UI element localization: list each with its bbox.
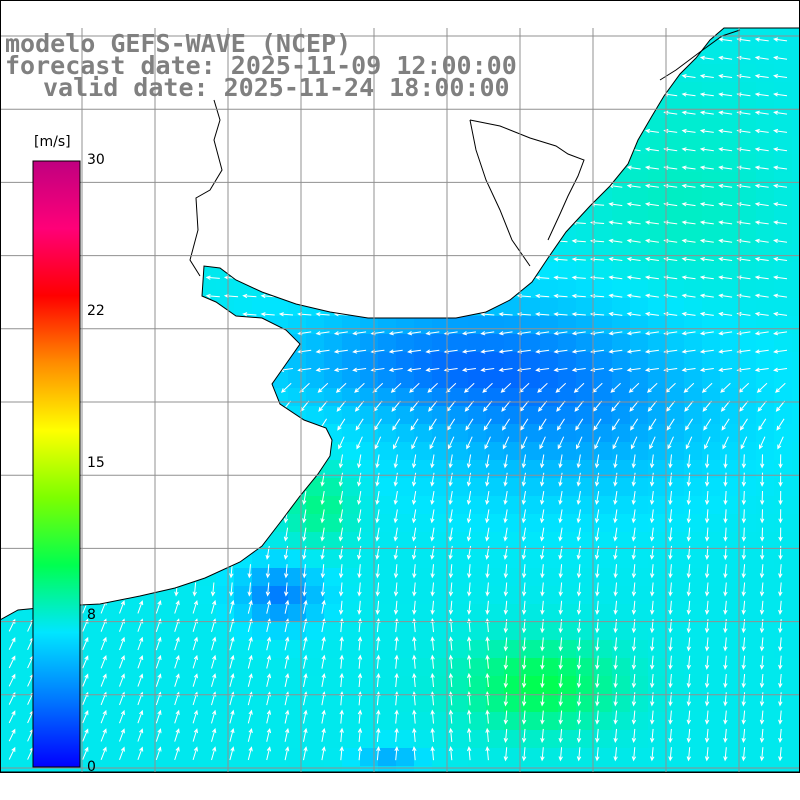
wind-direction-arrows: [8, 37, 788, 762]
colorbar-tick-8: 8: [87, 607, 96, 623]
title-forecast-date: forecast date: 2025-11-09 12:00:00: [5, 51, 517, 80]
colorbar-tick-22: 22: [87, 303, 105, 319]
title-model: modelo GEFS-WAVE (NCEP): [5, 29, 352, 58]
wind-speed-field: [0, 28, 800, 772]
lat-lon-grid: [0, 28, 800, 772]
colorbar-tick-30: 30: [87, 152, 105, 168]
colorbar-tick-15: 15: [87, 455, 105, 471]
colorbar-gradient: [32, 160, 81, 768]
colorbar-tick-0: 0: [87, 759, 96, 775]
colorbar-unit: [m/s]: [34, 134, 71, 150]
title-valid-date: valid date: 2025-11-24 18:00:00: [43, 73, 510, 102]
colorbar: [32, 160, 81, 768]
